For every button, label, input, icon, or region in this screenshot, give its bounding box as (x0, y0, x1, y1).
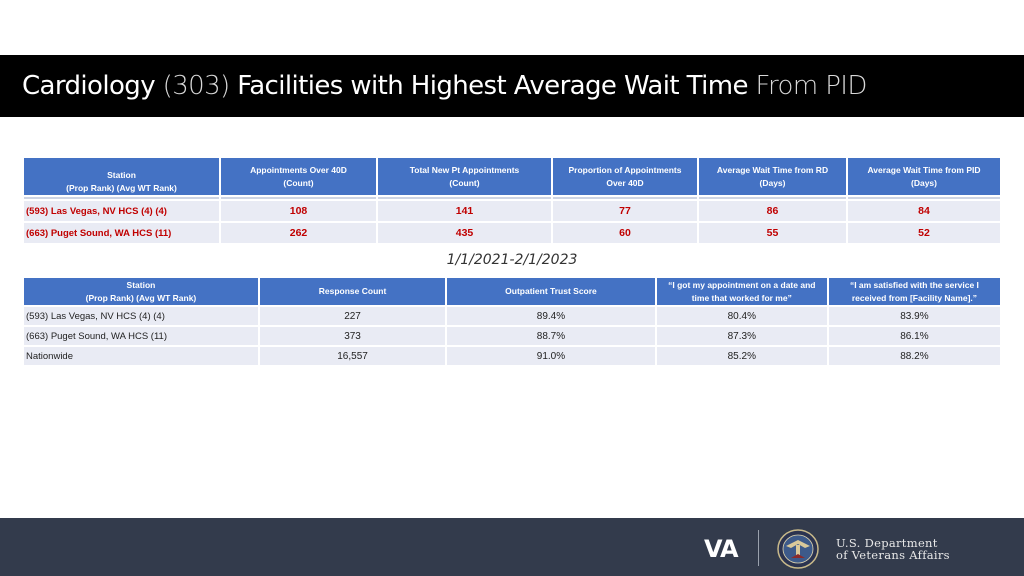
total-new-pt-header: Total New Pt Appointments (Count) (378, 158, 551, 195)
value-cell: 89.4% (447, 307, 655, 325)
table-row: (593) Las Vegas, NV HCS (4) (4) 108 141 … (24, 201, 1000, 221)
value-cell: 85.2% (656, 347, 827, 365)
value-cell: 435 (378, 223, 551, 243)
page-title: Cardiology (303) Facilities with Highest… (22, 71, 867, 101)
survey-table: Station (Prop Rank) (Avg WT Rank) Respons… (22, 276, 1002, 367)
station-header: Station (Prop Rank) (Avg WT Rank) (24, 278, 258, 305)
trust-score-header: Outpatient Trust Score (447, 278, 655, 305)
va-seal-icon (777, 529, 819, 569)
value-cell: 141 (378, 201, 551, 221)
station-header: Station (Prop Rank) (Avg WT Rank) (24, 158, 219, 195)
table-header-row: Station (Prop Rank) (Avg WT Rank) Respons… (24, 278, 1000, 305)
station-cell: (593) Las Vegas, NV HCS (4) (4) (24, 307, 258, 325)
value-cell: 227 (259, 307, 446, 325)
response-count-header: Response Count (259, 278, 446, 305)
table-header-row: Station (Prop Rank) (Avg WT Rank) Appoint… (24, 158, 1000, 195)
title-bar: Cardiology (303) Facilities with Highest… (0, 55, 1024, 117)
wait-time-table: Station (Prop Rank) (Avg WT Rank) Appoint… (22, 156, 1002, 245)
table-row: (593) Las Vegas, NV HCS (4) (4) 227 89.4… (24, 307, 1000, 325)
station-cell: (663) Puget Sound, WA HCS (11) (24, 327, 258, 345)
value-cell: 80.4% (656, 307, 827, 325)
value-cell: 55 (699, 223, 846, 243)
value-cell: 88.7% (447, 327, 655, 345)
value-cell: 16,557 (259, 347, 446, 365)
avg-wait-pid-header: Average Wait Time from PID (Days) (848, 158, 1000, 195)
title-main: Facilities with Highest Average Wait Tim… (237, 71, 748, 101)
value-cell: 86 (699, 201, 846, 221)
title-code: (303) (162, 71, 231, 101)
va-logo: VA (704, 535, 739, 563)
value-cell: 83.9% (828, 307, 1000, 325)
value-cell: 91.0% (447, 347, 655, 365)
department-name: U.S. Department of Veterans Affairs (836, 536, 950, 562)
station-cell: Nationwide (24, 347, 258, 365)
value-cell: 108 (221, 201, 376, 221)
value-cell: 60 (553, 223, 697, 243)
value-cell: 84 (848, 201, 1000, 221)
appointments-over-40d-header: Appointments Over 40D (Count) (221, 158, 376, 195)
table-row: Nationwide 16,557 91.0% 85.2% 88.2% (24, 347, 1000, 365)
table-divider (24, 197, 1000, 199)
footer-bar (0, 518, 1024, 576)
value-cell: 87.3% (656, 327, 827, 345)
station-cell: (593) Las Vegas, NV HCS (4) (4) (24, 201, 219, 221)
footer-divider (758, 530, 759, 566)
station-cell: (663) Puget Sound, WA HCS (11) (24, 223, 219, 243)
date-range-label: 1/1/2021-2/1/2023 (446, 252, 578, 268)
title-suffix: From PID (755, 71, 868, 101)
value-cell: 373 (259, 327, 446, 345)
table-row: (663) Puget Sound, WA HCS (11) 262 435 6… (24, 223, 1000, 243)
avg-wait-rd-header: Average Wait Time from RD (Days) (699, 158, 846, 195)
value-cell: 52 (848, 223, 1000, 243)
value-cell: 77 (553, 201, 697, 221)
title-specialty: Cardiology (22, 71, 156, 101)
value-cell: 86.1% (828, 327, 1000, 345)
proportion-header: Proportion of Appointments Over 40D (553, 158, 697, 195)
value-cell: 262 (221, 223, 376, 243)
appointment-date-quote-header: “I got my appointment on a date and time … (656, 278, 827, 305)
table-row: (663) Puget Sound, WA HCS (11) 373 88.7%… (24, 327, 1000, 345)
value-cell: 88.2% (828, 347, 1000, 365)
